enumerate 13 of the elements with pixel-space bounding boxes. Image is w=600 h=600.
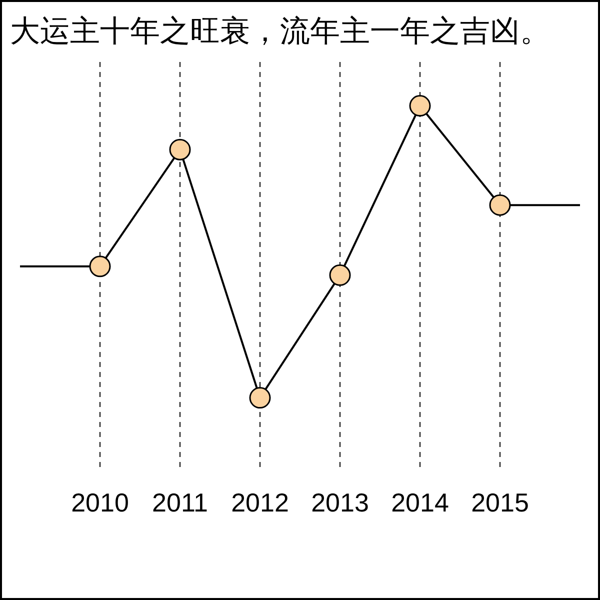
x-tick-label: 2013	[311, 488, 369, 518]
point	[489, 194, 511, 216]
x-tick-label: 2012	[231, 488, 289, 518]
point	[249, 387, 271, 409]
point	[169, 138, 191, 160]
x-tick-label: 2014	[391, 488, 449, 518]
x-tick-label: 2010	[71, 488, 129, 518]
x-tick-label: 2015	[471, 488, 529, 518]
point	[89, 256, 111, 278]
x-tick-label: 2011	[152, 488, 208, 518]
point	[329, 264, 351, 286]
point	[409, 95, 431, 117]
chart-title: 大运主十年之旺衰，流年主一年之吉凶。	[9, 13, 551, 51]
